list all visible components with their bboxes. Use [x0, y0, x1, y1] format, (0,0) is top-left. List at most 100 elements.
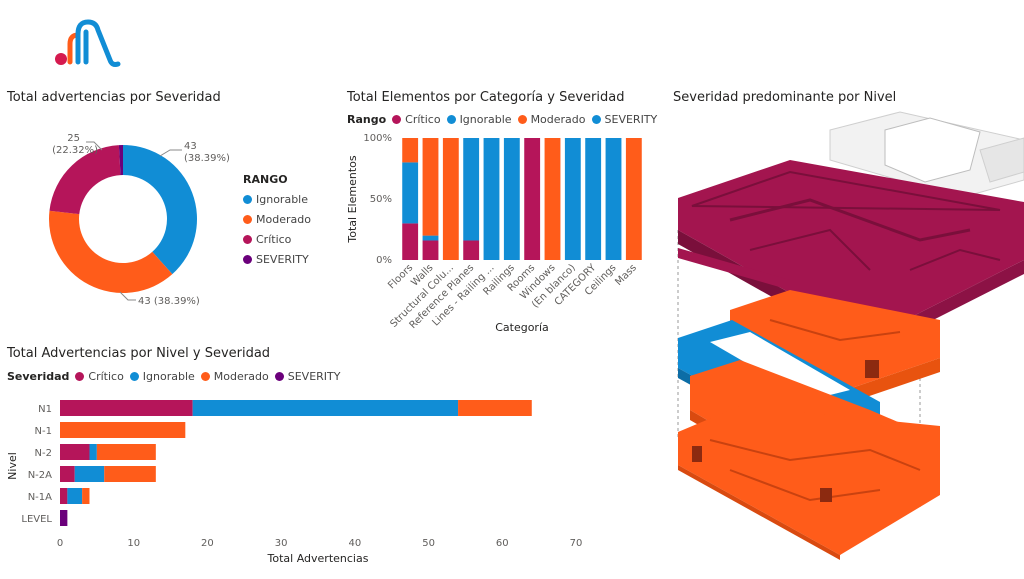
x-tick-label: 10: [127, 538, 140, 549]
legend-dot: [75, 372, 85, 381]
legend-dot: [446, 115, 456, 124]
legend-label: Ignorable: [256, 192, 308, 206]
donut-slice-moderado[interactable]: [48, 210, 173, 293]
legend-item-moderado[interactable]: Moderado: [243, 212, 311, 226]
data-label-ignorable: 43: [184, 141, 197, 152]
leader-line: [159, 149, 182, 157]
legend-item-ignorable[interactable]: Ignorable: [243, 192, 311, 206]
hbar-chart-title: Total Advertencias por Nivel y Severidad: [7, 346, 271, 361]
legend-dot: [243, 194, 252, 204]
legend-label: Crítico: [405, 113, 441, 126]
data-label-critico-pct: (22.32%): [52, 145, 98, 156]
bar-segment[interactable]: [60, 400, 193, 416]
x-tick-label: 70: [570, 538, 583, 549]
legend-label: Crítico: [256, 232, 292, 246]
y-axis-title: Nivel: [6, 452, 19, 480]
legend-dot: [517, 115, 527, 124]
legend-item-critico[interactable]: Crítico: [392, 113, 441, 126]
legend-label: Crítico: [88, 370, 124, 383]
legend-item-severity[interactable]: SEVERITY: [274, 370, 341, 383]
legend-label: Moderado: [530, 113, 586, 126]
bar-segment[interactable]: [402, 223, 419, 260]
y-tick-label: LEVEL: [21, 514, 52, 525]
data-label-critico: 25: [67, 133, 80, 144]
donut-legend-title: RANGO: [243, 173, 288, 186]
legend-label: SEVERITY: [604, 113, 658, 126]
level-n-1a-slab[interactable]: [678, 406, 940, 560]
bar-segment[interactable]: [96, 444, 156, 460]
bar-segment[interactable]: [104, 466, 156, 482]
horizontal-bar-chart: N1 N-1 N-2 N-2A N-1A LEVEL 0 10 20 30 40 50 60 70 Tota…: [6, 400, 583, 565]
legend-label: Ignorable: [459, 113, 512, 126]
hbar-legend: Severidad Crítico Ignorable Moderado SEV…: [7, 370, 346, 383]
y-tick-label: N-2A: [28, 470, 52, 481]
x-tick-label: 20: [201, 538, 214, 549]
legend-item-critico[interactable]: Crítico: [75, 370, 124, 383]
bar-segment[interactable]: [463, 240, 480, 260]
legend-dot: [129, 372, 139, 381]
donut-legend: RANGO Ignorable Moderado Crítico SEVERIT…: [243, 173, 311, 272]
legend-dot: [243, 254, 252, 264]
bar-segment[interactable]: [82, 488, 90, 504]
legend-dot: [243, 234, 252, 244]
x-tick-label: Mass: [613, 262, 639, 288]
legend-item-moderado[interactable]: Moderado: [200, 370, 269, 383]
bar-segment[interactable]: [442, 138, 459, 260]
bar-segment[interactable]: [402, 162, 419, 224]
bar-segment[interactable]: [458, 400, 532, 416]
data-label-moderado: 43 (38.39%): [138, 296, 200, 307]
bar-segment[interactable]: [585, 138, 602, 260]
bar-segment[interactable]: [422, 240, 439, 260]
bar-segment[interactable]: [524, 138, 541, 260]
bar-segment[interactable]: [60, 444, 90, 460]
legend-item-severity[interactable]: SEVERITY: [243, 252, 311, 266]
bar-segment[interactable]: [564, 138, 581, 260]
bar-segment[interactable]: [192, 400, 459, 416]
bar-segment[interactable]: [544, 138, 561, 260]
legend-item-ignorable[interactable]: Ignorable: [446, 113, 512, 126]
bar-segment[interactable]: [60, 466, 75, 482]
y-tick-label: N-2: [35, 448, 52, 459]
leader-line: [86, 141, 103, 151]
bar-segment[interactable]: [605, 138, 622, 260]
legend-item-severity[interactable]: SEVERITY: [591, 113, 658, 126]
y-tick-label: N-1A: [28, 492, 52, 503]
legend-item-moderado[interactable]: Moderado: [517, 113, 586, 126]
bar-segment[interactable]: [402, 138, 419, 163]
bar-segment[interactable]: [483, 138, 500, 260]
donut-slice-crítico[interactable]: [49, 145, 121, 215]
bar-segment[interactable]: [60, 488, 68, 504]
donut-slice-ignorable[interactable]: [123, 145, 198, 275]
y-axis-title: Total Elementos: [346, 155, 359, 243]
leader-line: [119, 291, 136, 301]
legend-label: SEVERITY: [287, 370, 341, 383]
bar-segment[interactable]: [422, 235, 439, 241]
donut-chart-title: Total advertencias por Severidad: [7, 90, 221, 105]
x-axis-title: Categoría: [495, 321, 549, 334]
logo-dot: [55, 53, 67, 65]
legend-label: Moderado: [213, 370, 269, 383]
donut-slice-severity[interactable]: [118, 145, 123, 176]
level-3d-model[interactable]: [670, 110, 1024, 560]
bar-segment[interactable]: [625, 138, 642, 260]
x-tick-label: 30: [275, 538, 288, 549]
legend-item-ignorable[interactable]: Ignorable: [129, 370, 195, 383]
bar-segment[interactable]: [74, 466, 105, 482]
bar-segment[interactable]: [89, 444, 97, 460]
donut-chart: 43(38.39%) 43 (38.39%) 25(22.32%): [48, 133, 230, 307]
legend-item-critico[interactable]: Crítico: [243, 232, 311, 246]
bar-segment[interactable]: [67, 488, 83, 504]
bar-segment[interactable]: [60, 422, 186, 438]
building-context-top: [829, 111, 1024, 199]
bar-segment[interactable]: [463, 138, 480, 241]
hbar-legend-title: Severidad: [7, 370, 70, 383]
level-model-title: Severidad predominante por Nivel: [673, 90, 897, 105]
x-tick-label: 60: [496, 538, 509, 549]
bar-segment[interactable]: [422, 138, 439, 236]
bar-segment[interactable]: [503, 138, 520, 260]
stack-legend: Rango Crítico Ignorable Moderado SEVERIT…: [347, 113, 663, 126]
bar-segment[interactable]: [60, 510, 68, 526]
legend-label: Moderado: [256, 212, 311, 226]
legend-dot: [200, 372, 210, 381]
